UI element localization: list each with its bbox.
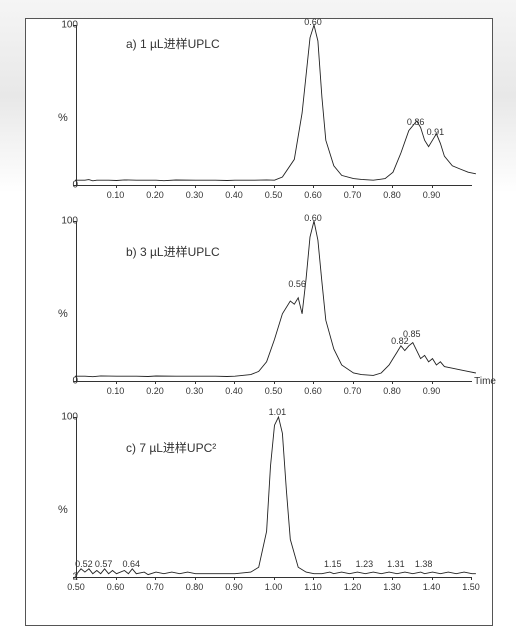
x-tick — [116, 577, 117, 580]
peak-label: 0.64 — [123, 559, 141, 569]
x-tick-label: 0.90 — [423, 190, 441, 200]
y-tick-label: 100 — [61, 216, 78, 227]
x-tick-label: 0.50 — [67, 582, 85, 592]
x-tick-label: 0.50 — [265, 190, 283, 200]
x-axis-label: Time — [474, 376, 496, 387]
x-tick — [274, 185, 275, 188]
x-tick-label: 0.70 — [146, 582, 164, 592]
x-tick — [76, 577, 77, 580]
x-tick — [353, 577, 354, 580]
peak-label: 0.56 — [288, 279, 306, 289]
x-tick-label: 0.60 — [304, 386, 322, 396]
x-tick — [195, 185, 196, 188]
y-axis-label: % — [58, 112, 68, 124]
x-tick — [353, 185, 354, 188]
x-tick-label: 0.80 — [383, 386, 401, 396]
x-tick — [155, 185, 156, 188]
x-tick-label: 0.80 — [383, 190, 401, 200]
x-tick — [234, 381, 235, 384]
figure-frame: % 0 100 0.10 0.20 0.30 0.40 0.50 0.60 0.70 0.80 0.9… — [25, 18, 493, 626]
x-tick — [471, 577, 472, 580]
x-tick-label: 0.70 — [344, 190, 362, 200]
x-tick-label: 0.90 — [225, 582, 243, 592]
x-tick-label: 0.70 — [344, 386, 362, 396]
panel-title: b) 3 µL进样UPLC — [126, 243, 220, 260]
x-tick-label: 0.50 — [265, 386, 283, 396]
peak-label: 0.60 — [304, 17, 322, 27]
x-tick — [155, 381, 156, 384]
x-tick — [432, 381, 433, 384]
peak-label: 0.91 — [427, 127, 445, 137]
peak-label: 1.38 — [415, 559, 433, 569]
y-axis-label: % — [58, 308, 68, 320]
x-tick-label: 0.10 — [107, 190, 125, 200]
peak-label: 1.15 — [324, 559, 342, 569]
x-tick — [353, 381, 354, 384]
peak-label: 0.85 — [403, 329, 421, 339]
panel-title: c) 7 µL进样UPC² — [126, 439, 216, 456]
peak-label: 0.52 — [75, 559, 93, 569]
x-tick-label: 0.40 — [225, 190, 243, 200]
x-tick-label: 1.30 — [383, 582, 401, 592]
y-axis-label: % — [58, 504, 68, 516]
x-tick — [155, 577, 156, 580]
x-tick-label: 1.20 — [344, 582, 362, 592]
y-tick-label: 100 — [61, 20, 78, 31]
x-tick-label: 1.40 — [423, 582, 441, 592]
x-tick-label: 0.60 — [304, 190, 322, 200]
peak-label: 1.23 — [356, 559, 374, 569]
x-tick-label: 0.30 — [186, 190, 204, 200]
x-tick — [392, 185, 393, 188]
y-tick-label: 100 — [61, 412, 78, 423]
x-tick — [234, 185, 235, 188]
panel-title: a) 1 µL进样UPLC — [126, 35, 220, 52]
peak-label: 1.01 — [269, 407, 287, 417]
x-tick-label: 0.90 — [423, 386, 441, 396]
x-tick — [313, 381, 314, 384]
x-tick — [432, 185, 433, 188]
x-tick-label: 0.80 — [186, 582, 204, 592]
x-tick — [392, 577, 393, 580]
peak-label: 1.31 — [387, 559, 405, 569]
chart-panel-c: %21000.500.600.700.800.901.001.101.201.3… — [56, 417, 476, 602]
chart-panel-a: %01000.100.200.300.400.500.600.700.800.9… — [56, 25, 476, 210]
x-tick-label: 1.00 — [265, 582, 283, 592]
x-tick — [313, 577, 314, 580]
peak-label: 0.86 — [407, 117, 425, 127]
x-tick — [432, 577, 433, 580]
x-tick-label: 0.60 — [107, 582, 125, 592]
x-tick — [234, 577, 235, 580]
y-tick-label: 0 — [72, 180, 78, 191]
x-tick — [274, 381, 275, 384]
x-tick — [116, 381, 117, 384]
x-tick-label: 0.10 — [107, 386, 125, 396]
x-tick — [116, 185, 117, 188]
x-tick-label: 1.10 — [304, 582, 322, 592]
x-tick-label: 0.30 — [186, 386, 204, 396]
peak-label: 0.57 — [95, 559, 113, 569]
chart-panel-b: %01000.100.200.300.400.500.600.700.800.9… — [56, 221, 476, 406]
x-tick-label: 1.50 — [462, 582, 480, 592]
x-tick-label: 0.20 — [146, 386, 164, 396]
y-tick-label: 0 — [72, 376, 78, 387]
x-tick-label: 0.20 — [146, 190, 164, 200]
x-tick — [195, 577, 196, 580]
x-tick — [313, 185, 314, 188]
x-tick — [392, 381, 393, 384]
peak-label: 0.60 — [304, 213, 322, 223]
x-tick — [274, 577, 275, 580]
x-tick — [195, 381, 196, 384]
x-tick-label: 0.40 — [225, 386, 243, 396]
